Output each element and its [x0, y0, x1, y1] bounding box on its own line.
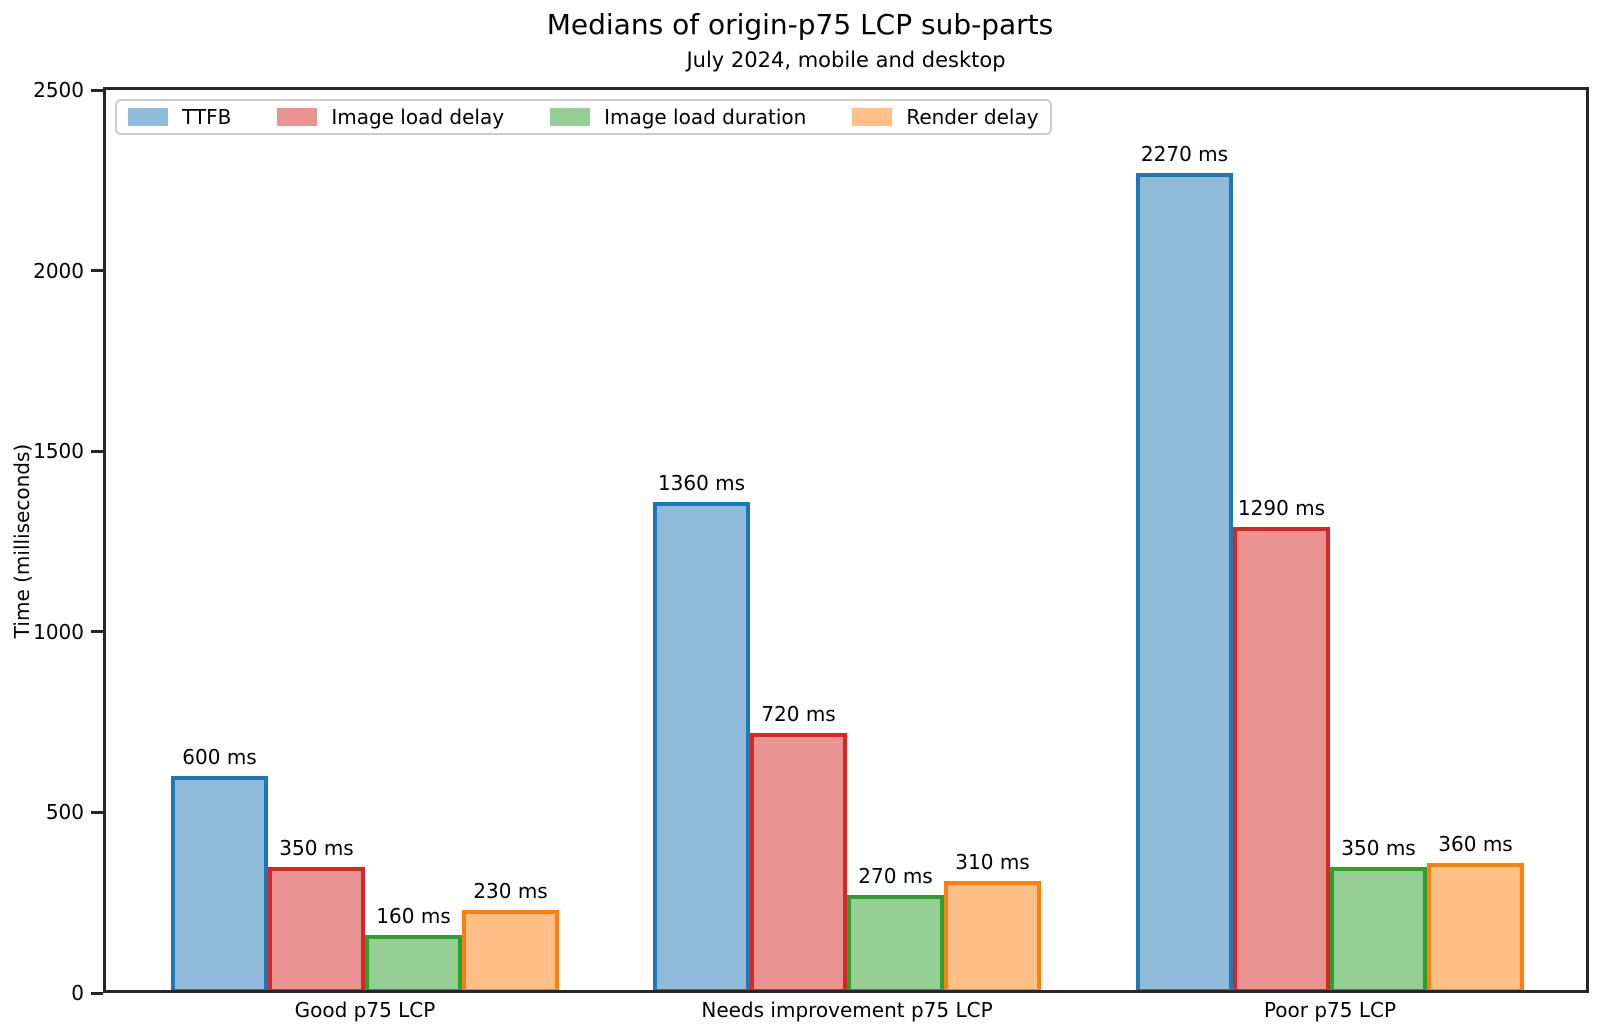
legend-swatch-icon [128, 108, 168, 126]
bar-value-label: 270 ms [858, 864, 933, 889]
bar [1233, 527, 1330, 993]
y-tick-mark [91, 630, 103, 634]
bar [1136, 173, 1233, 993]
bar-value-label: 230 ms [473, 878, 548, 903]
legend-label: Render delay [906, 105, 1039, 129]
bar-value-label: 160 ms [376, 904, 451, 929]
legend-swatch-icon [277, 108, 318, 126]
chart-subtitle: July 2024, mobile and desktop [686, 48, 1006, 72]
legend-item: Image load duration [550, 105, 806, 129]
bar [750, 732, 847, 993]
legend-label: Image load duration [604, 105, 807, 129]
spine-bottom [103, 990, 1589, 993]
legend-item: Image load delay [277, 105, 504, 129]
bar-value-label: 1360 ms [657, 470, 746, 495]
x-tick-label: Needs improvement p75 LCP [701, 998, 993, 1022]
bar [462, 909, 559, 993]
y-tick-label: 1500 [33, 439, 84, 464]
bar [653, 501, 750, 993]
spine-left [103, 90, 106, 993]
legend-item: TTFB [128, 105, 231, 129]
y-tick-mark [91, 810, 103, 814]
bar [365, 935, 462, 993]
bar-value-label: 1290 ms [1237, 496, 1326, 521]
legend-label: TTFB [182, 105, 232, 129]
x-tick-label: Good p75 LCP [294, 998, 436, 1022]
legend-label: Image load delay [331, 105, 505, 129]
y-axis-label: Time (milliseconds) [10, 443, 34, 639]
bar [847, 895, 944, 993]
spine-top [103, 87, 1589, 90]
legend-swatch-icon [852, 108, 893, 126]
bar [1330, 866, 1427, 993]
legend-swatch-icon [550, 108, 591, 126]
bar-value-label: 720 ms [761, 701, 836, 726]
bar-value-label: 310 ms [955, 850, 1030, 875]
y-tick-label: 0 [71, 981, 84, 1005]
bar-value-label: 2270 ms [1140, 142, 1229, 167]
chart-title: Medians of origin-p75 LCP sub-parts [546, 8, 1054, 41]
legend: TTFB Image load delay Image load duration R… [115, 99, 1052, 135]
x-tick-label: Poor p75 LCP [1263, 998, 1397, 1022]
bar [1427, 862, 1524, 993]
y-tick-label: 1000 [33, 619, 84, 644]
bar [171, 776, 268, 993]
bar-value-label: 350 ms [1341, 835, 1416, 860]
y-tick-label: 2500 [33, 78, 84, 102]
plot-area: Time (milliseconds) TTFB Image load delay… [10, 78, 1589, 1022]
bar-value-label: 600 ms [182, 745, 257, 770]
legend-item: Render delay [852, 105, 1039, 129]
y-tick-mark [91, 991, 103, 995]
spine-right [1586, 90, 1589, 993]
bar [268, 866, 365, 993]
y-tick-label: 2000 [33, 258, 84, 283]
y-tick-label: 500 [45, 800, 84, 825]
y-tick-mark [91, 269, 103, 273]
bar-value-label: 350 ms [279, 835, 354, 860]
y-tick-mark [91, 449, 103, 453]
bar [944, 881, 1041, 993]
bar-value-label: 360 ms [1438, 831, 1513, 856]
y-tick-mark [91, 88, 103, 92]
